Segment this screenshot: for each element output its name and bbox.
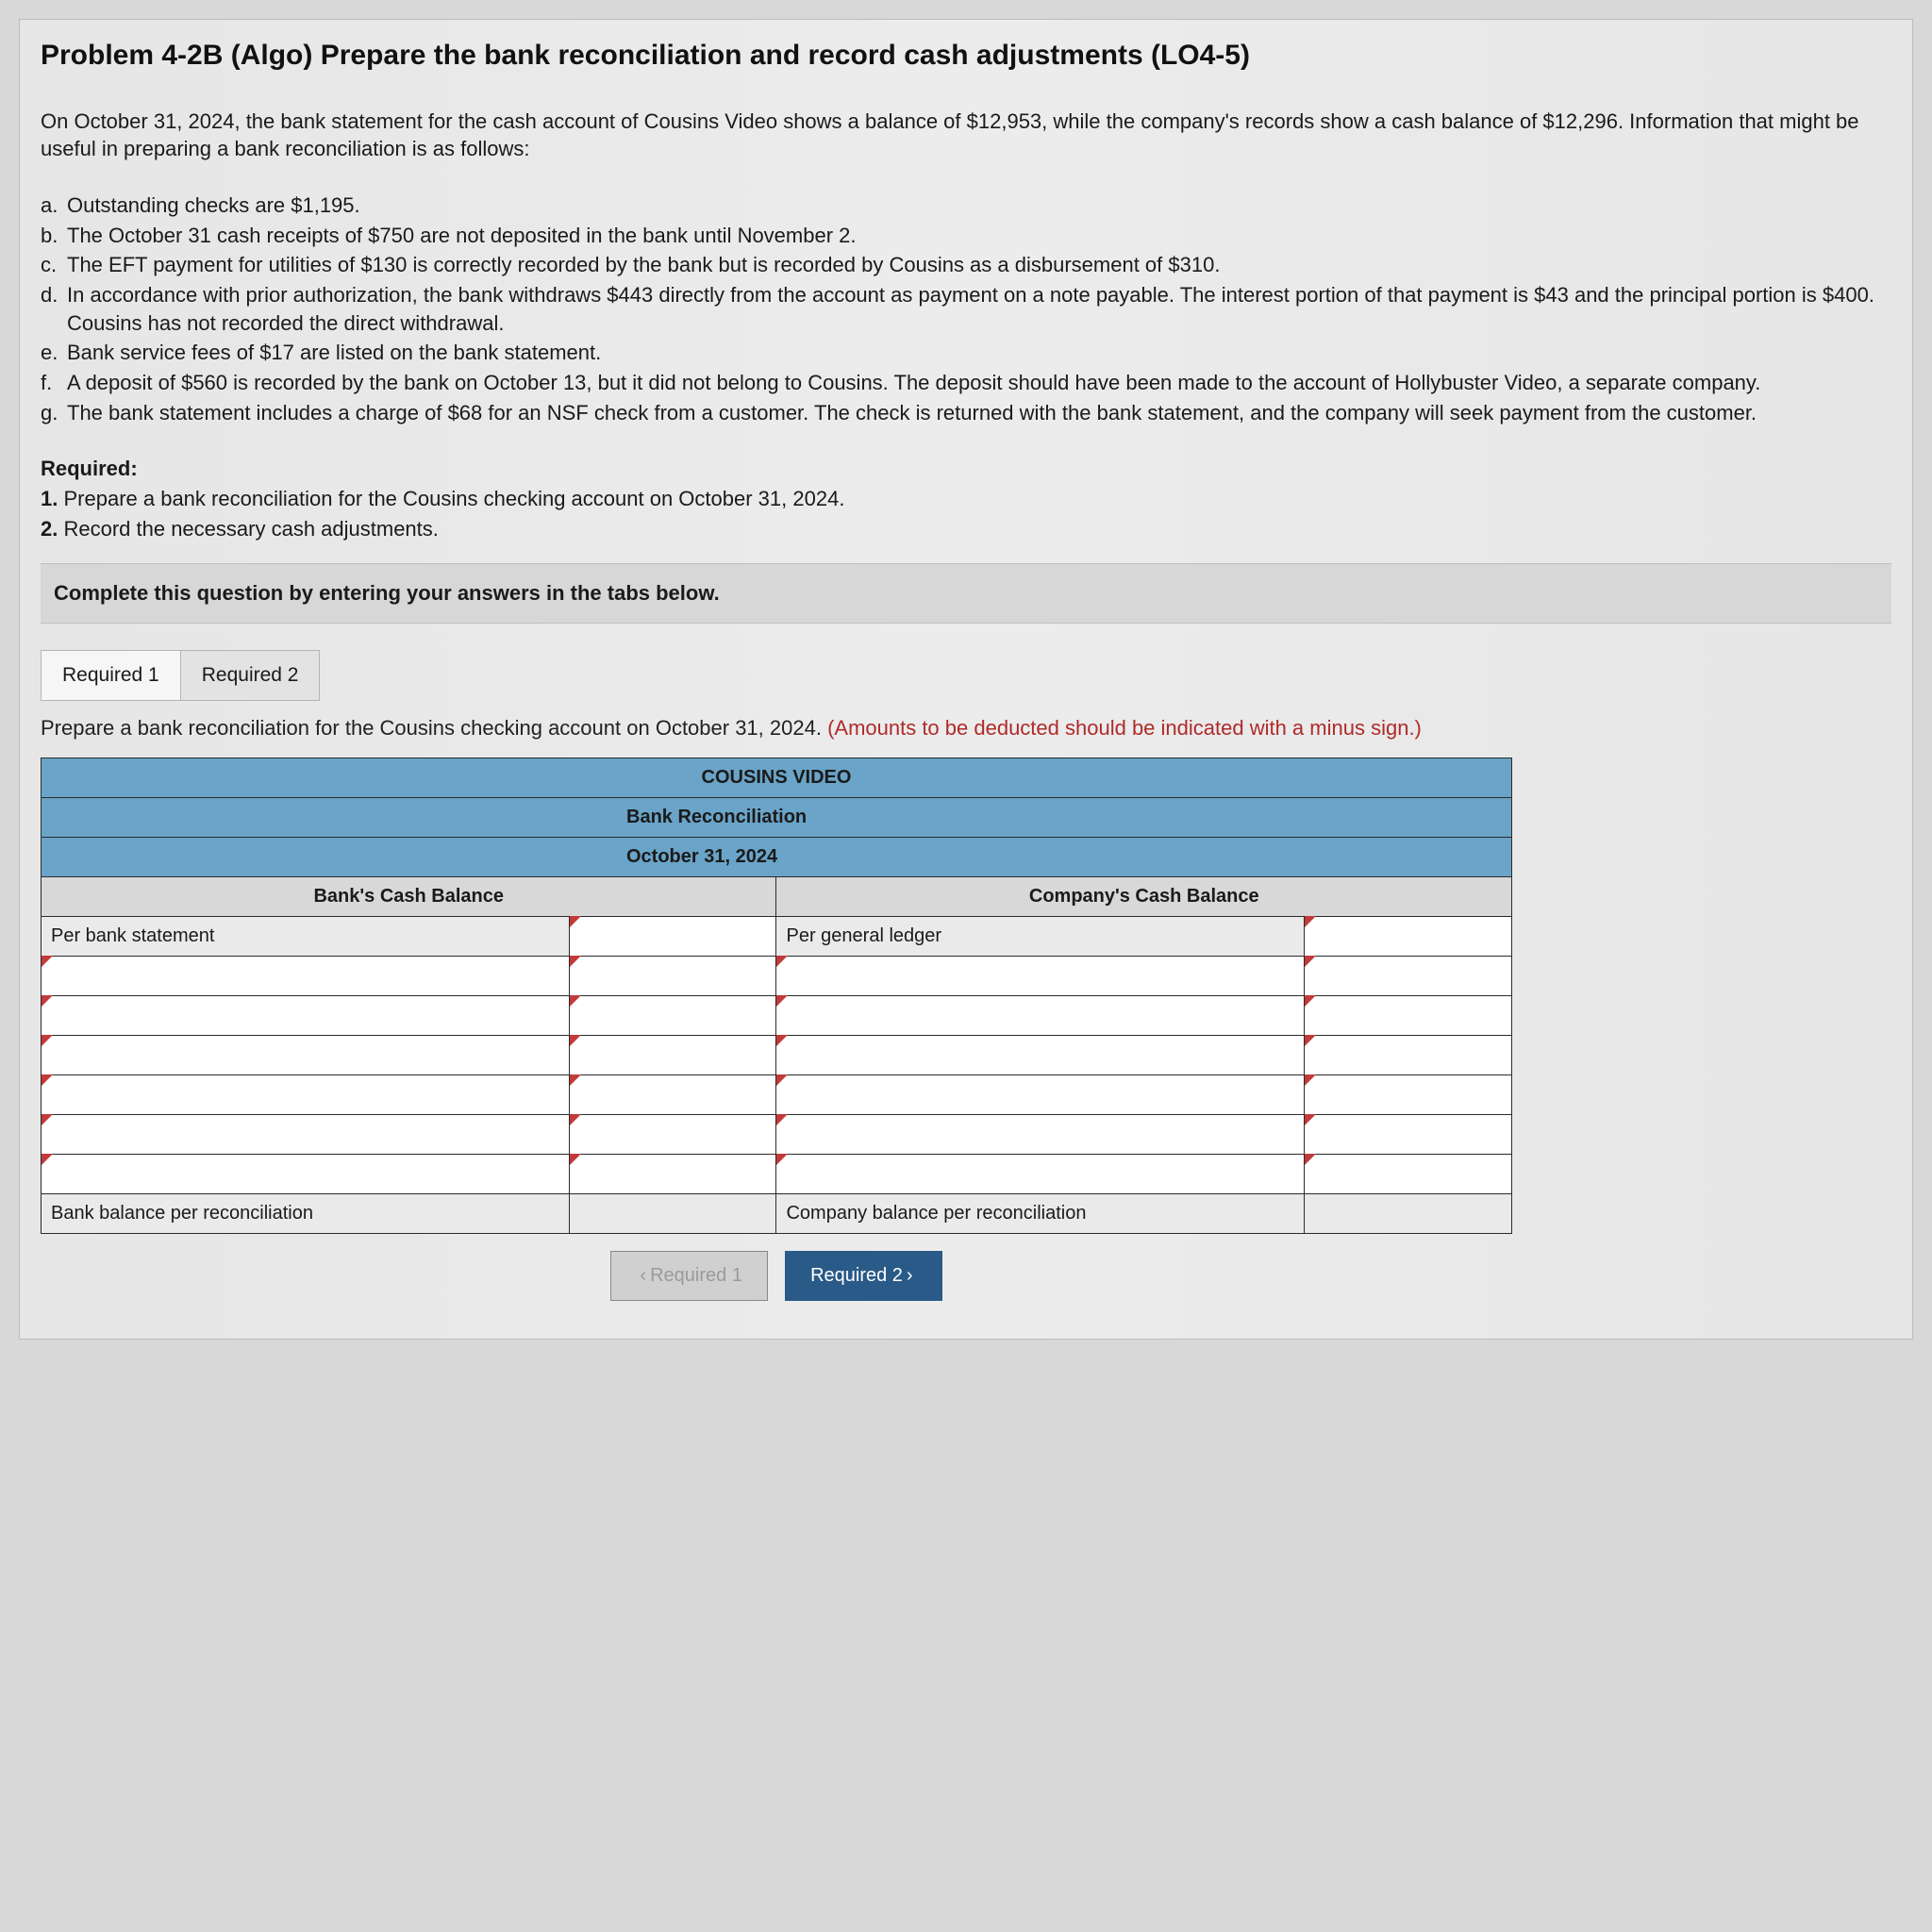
- item-a-text: Outstanding checks are $1,195.: [67, 193, 360, 217]
- required-list: 1. 1. Prepare a bank reconciliation for …: [41, 485, 1891, 542]
- instruction-bar: Complete this question by entering your …: [41, 563, 1891, 624]
- item-b-text: The October 31 cash receipts of $750 are…: [67, 224, 857, 247]
- bank-line-4-desc[interactable]: [42, 1075, 570, 1115]
- co-line-3-amt[interactable]: [1305, 1036, 1512, 1075]
- next-label: Required 2: [810, 1265, 903, 1286]
- chevron-right-icon: ›: [907, 1265, 913, 1286]
- item-g-text: The bank statement includes a charge of …: [67, 401, 1757, 425]
- tab-strip: Required 1Required 2: [41, 650, 1891, 701]
- item-g: g.The bank statement includes a charge o…: [41, 399, 1891, 427]
- item-f-text: A deposit of $560 is recorded by the ban…: [67, 371, 1760, 394]
- tab-required-2[interactable]: Required 2: [180, 650, 321, 701]
- item-b: b.The October 31 cash receipts of $750 a…: [41, 222, 1891, 250]
- bank-line-6-desc[interactable]: [42, 1155, 570, 1194]
- co-line-3-desc[interactable]: [776, 1036, 1305, 1075]
- required-1: 1. 1. Prepare a bank reconciliation for …: [41, 485, 1891, 513]
- per-bank-amount[interactable]: [569, 917, 776, 957]
- bank-total-amt[interactable]: [569, 1194, 776, 1234]
- co-line-1-desc[interactable]: [776, 957, 1305, 996]
- per-bank-label: Per bank statement: [42, 917, 570, 957]
- prev-button[interactable]: ‹Required 1: [610, 1251, 768, 1301]
- tab-hint-red: (Amounts to be deducted should be indica…: [827, 716, 1422, 740]
- reconciliation-table: COUSINS VIDEO Bank Reconciliation Octobe…: [41, 758, 1512, 1234]
- item-e-text: Bank service fees of $17 are listed on t…: [67, 341, 601, 364]
- co-line-4-desc[interactable]: [776, 1075, 1305, 1115]
- co-line-2-desc[interactable]: [776, 996, 1305, 1036]
- nav-buttons: ‹Required 1 Required 2›: [41, 1251, 1512, 1301]
- co-line-2-amt[interactable]: [1305, 996, 1512, 1036]
- problem-page: Problem 4-2B (Algo) Prepare the bank rec…: [19, 19, 1913, 1340]
- bank-line-4-amt[interactable]: [569, 1075, 776, 1115]
- bank-line-2-amt[interactable]: [569, 996, 776, 1036]
- co-line-4-amt[interactable]: [1305, 1075, 1512, 1115]
- table-date: October 31, 2024: [42, 838, 1512, 877]
- table-company: COUSINS VIDEO: [42, 758, 1512, 798]
- table-doc: Bank Reconciliation: [42, 798, 1512, 838]
- co-line-1-amt[interactable]: [1305, 957, 1512, 996]
- required-2: 2. Record the necessary cash adjustments…: [41, 515, 1891, 543]
- item-d-text: In accordance with prior authorization, …: [67, 283, 1874, 335]
- bank-line-5-desc[interactable]: [42, 1115, 570, 1155]
- intro-paragraph: On October 31, 2024, the bank statement …: [41, 108, 1891, 163]
- bank-line-3-desc[interactable]: [42, 1036, 570, 1075]
- item-a: a.Outstanding checks are $1,195.: [41, 192, 1891, 220]
- item-c-text: The EFT payment for utilities of $130 is…: [67, 253, 1220, 276]
- company-total-label: Company balance per reconciliation: [776, 1194, 1305, 1234]
- company-total-amt[interactable]: [1305, 1194, 1512, 1234]
- company-header: Company's Cash Balance: [776, 877, 1512, 917]
- tab-required-1[interactable]: Required 1: [41, 650, 181, 701]
- next-button[interactable]: Required 2›: [785, 1251, 942, 1301]
- problem-title: Problem 4-2B (Algo) Prepare the bank rec…: [41, 37, 1891, 75]
- tab-hint-text: Prepare a bank reconciliation for the Co…: [41, 716, 827, 740]
- bank-line-1-amt[interactable]: [569, 957, 776, 996]
- bank-header: Bank's Cash Balance: [42, 877, 776, 917]
- chevron-left-icon: ‹: [640, 1265, 646, 1286]
- tab-hint: Prepare a bank reconciliation for the Co…: [41, 714, 1891, 742]
- info-list: a.Outstanding checks are $1,195. b.The O…: [41, 192, 1891, 427]
- co-line-5-desc[interactable]: [776, 1115, 1305, 1155]
- co-line-6-desc[interactable]: [776, 1155, 1305, 1194]
- prev-label: Required 1: [650, 1265, 742, 1286]
- per-ledger-amount[interactable]: [1305, 917, 1512, 957]
- bank-line-1-desc[interactable]: [42, 957, 570, 996]
- item-f: f.A deposit of $560 is recorded by the b…: [41, 369, 1891, 397]
- item-d: d.In accordance with prior authorization…: [41, 281, 1891, 337]
- co-line-5-amt[interactable]: [1305, 1115, 1512, 1155]
- bank-line-3-amt[interactable]: [569, 1036, 776, 1075]
- co-line-6-amt[interactable]: [1305, 1155, 1512, 1194]
- bank-total-label: Bank balance per reconciliation: [42, 1194, 570, 1234]
- item-c: c.The EFT payment for utilities of $130 …: [41, 251, 1891, 279]
- item-e: e.Bank service fees of $17 are listed on…: [41, 339, 1891, 367]
- per-ledger-label: Per general ledger: [776, 917, 1305, 957]
- bank-line-6-amt[interactable]: [569, 1155, 776, 1194]
- bank-line-2-desc[interactable]: [42, 996, 570, 1036]
- bank-line-5-amt[interactable]: [569, 1115, 776, 1155]
- required-header: Required:: [41, 455, 1891, 483]
